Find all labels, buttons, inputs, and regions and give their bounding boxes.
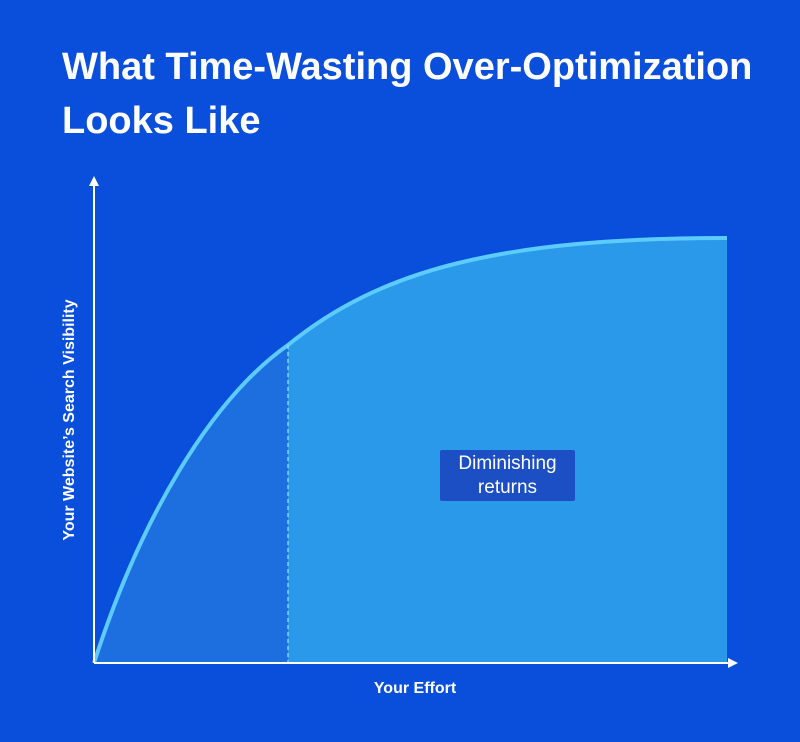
y-arrow: [89, 176, 99, 186]
effort-area: [94, 345, 288, 663]
curve: [92, 236, 728, 664]
y-axis-label: Your Website’s Search Visibility: [61, 299, 78, 541]
annotation: Diminishing returns: [440, 450, 575, 501]
x-axis-label: Your Effort: [373, 680, 457, 697]
x-arrow: [728, 658, 738, 668]
title: What Time-Wasting Over-Optimization Look…: [62, 46, 753, 142]
